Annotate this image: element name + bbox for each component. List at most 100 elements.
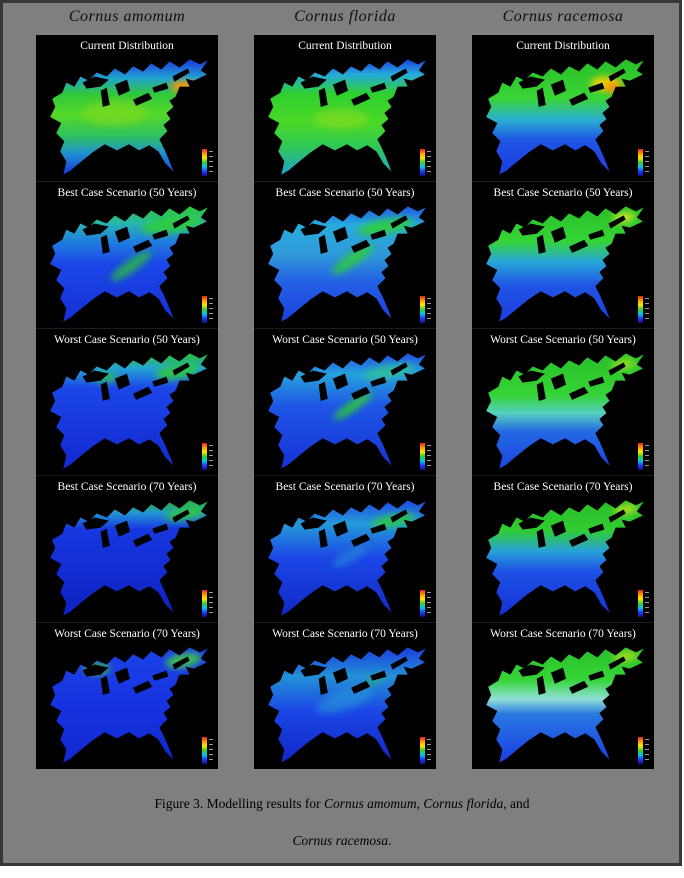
map-area [36, 349, 218, 475]
figure-caption: Figure 3. Modelling results for Cornus a… [0, 785, 684, 859]
map-panel: Current Distribution [36, 35, 218, 181]
colorbar-legend [638, 296, 649, 323]
colorbar-tick-labels [209, 592, 213, 616]
distribution-map [50, 353, 208, 469]
colorbar-tick-labels [427, 298, 431, 322]
colorbar-gradient [638, 737, 643, 764]
distribution-map [486, 500, 644, 616]
colorbar-legend [420, 296, 431, 323]
colorbar-gradient [638, 443, 643, 470]
colorbar-legend [202, 737, 213, 764]
caption-segment: . [388, 833, 392, 848]
suitability-hotspot [332, 544, 368, 568]
map-area [254, 202, 436, 328]
colorbar-legend [202, 296, 213, 323]
map-area [254, 55, 436, 181]
map-panel: Worst Case Scenario (70 Years) [36, 622, 218, 769]
suitability-hotspot [316, 685, 374, 715]
colorbar-gradient [638, 296, 643, 323]
colorbar-tick-labels [209, 739, 213, 763]
scenario-label: Worst Case Scenario (50 Years) [54, 334, 200, 346]
colorbar-gradient [420, 296, 425, 323]
distribution-map [486, 59, 644, 175]
species-title-florida: Cornus florida [294, 8, 396, 25]
distribution-map [268, 206, 426, 322]
distribution-map [268, 500, 426, 616]
colorbar-gradient [202, 443, 207, 470]
colorbar-legend [420, 149, 431, 176]
distribution-map [268, 59, 426, 175]
map-area [472, 496, 654, 622]
species-title-racemosa: Cornus racemosa [502, 8, 624, 25]
colorbar-tick-labels [645, 739, 649, 763]
scenario-label: Worst Case Scenario (50 Years) [272, 334, 418, 346]
colorbar-gradient [420, 443, 425, 470]
scenario-label: Current Distribution [80, 40, 174, 52]
map-panel: Worst Case Scenario (70 Years) [472, 622, 654, 769]
colorbar-gradient [420, 737, 425, 764]
colorbar-legend [638, 149, 649, 176]
map-area [36, 496, 218, 622]
distribution-map [50, 59, 208, 175]
distribution-map [268, 647, 426, 763]
scenario-label: Best Case Scenario (70 Years) [57, 481, 197, 493]
colorbar-tick-labels [427, 151, 431, 175]
distribution-map [486, 647, 644, 763]
map-area [254, 496, 436, 622]
map-area [472, 55, 654, 181]
scenario-label: Best Case Scenario (70 Years) [275, 481, 415, 493]
caption-segment: Cornus amomum [323, 796, 417, 811]
scenario-label: Worst Case Scenario (70 Years) [490, 628, 636, 640]
suitability-hotspot [332, 243, 375, 275]
suitability-hotspot [604, 82, 623, 93]
colorbar-tick-labels [209, 298, 213, 322]
caption-segment: Cornus racemosa [292, 833, 389, 848]
caption-segment: , and [503, 796, 530, 811]
colorbar-legend [638, 737, 649, 764]
caption-segment: , [416, 796, 424, 811]
colorbar-legend [202, 590, 213, 617]
colorbar-legend [420, 590, 431, 617]
caption-segment: Cornus florida [423, 796, 504, 811]
colorbar-gradient [638, 149, 643, 176]
colorbar-gradient [420, 149, 425, 176]
map-panel: Worst Case Scenario (50 Years) [472, 328, 654, 475]
scenario-label: Best Case Scenario (50 Years) [57, 187, 197, 199]
suitability-hotspot [170, 80, 197, 93]
colorbar-tick-labels [427, 739, 431, 763]
map-panel: Best Case Scenario (70 Years) [36, 475, 218, 622]
species-column-florida: Current Distribution Best Case Scenario (… [254, 35, 436, 769]
colorbar-tick-labels [427, 592, 431, 616]
colorbar-gradient [202, 296, 207, 323]
colorbar-gradient [202, 590, 207, 617]
colorbar-tick-labels [645, 151, 649, 175]
colorbar-tick-labels [209, 445, 213, 469]
distribution-map [486, 353, 644, 469]
suitability-hotspot [110, 251, 152, 281]
map-panel: Best Case Scenario (50 Years) [254, 181, 436, 328]
colorbar-gradient [638, 590, 643, 617]
map-panel: Best Case Scenario (50 Years) [472, 181, 654, 328]
colorbar-legend [638, 590, 649, 617]
suitability-hotspot [82, 99, 148, 127]
species-column-racemosa: Current Distribution Best Case Scenario (… [472, 35, 654, 769]
colorbar-gradient [202, 149, 207, 176]
colorbar-legend [202, 443, 213, 470]
colorbar-gradient [202, 737, 207, 764]
colorbar-tick-labels [645, 445, 649, 469]
species-title-amomum: Cornus amomum [68, 8, 186, 25]
colorbar-tick-labels [645, 592, 649, 616]
map-area [254, 349, 436, 475]
colorbar-legend [420, 737, 431, 764]
map-panel: Current Distribution [472, 35, 654, 181]
colorbar-legend [638, 443, 649, 470]
caption-line-1: Figure 3. Modelling results for Cornus a… [0, 785, 684, 822]
map-panel: Best Case Scenario (70 Years) [254, 475, 436, 622]
map-panel: Current Distribution [254, 35, 436, 181]
suitability-hotspot [313, 108, 369, 130]
caption-line-2: Cornus racemosa. [0, 822, 684, 859]
scenario-label: Worst Case Scenario (50 Years) [490, 334, 636, 346]
colorbar-tick-labels [427, 445, 431, 469]
scenario-label: Worst Case Scenario (70 Years) [272, 628, 418, 640]
